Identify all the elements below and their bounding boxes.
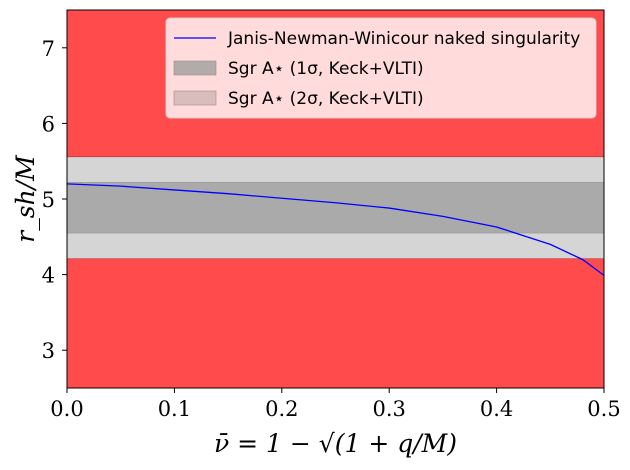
y-tick-label: 4	[42, 264, 55, 288]
x-tick-label: 0.4	[480, 397, 513, 421]
y-tick-label: 5	[42, 188, 55, 212]
series-line-jnw	[66, 183, 605, 276]
y-tick-label: 3	[42, 339, 55, 363]
legend-patch-1sigma	[173, 60, 217, 76]
y-tick-label: 7	[42, 37, 55, 61]
x-tick-label: 0.0	[50, 397, 83, 421]
x-tick-label: 0.3	[372, 397, 405, 421]
legend: Janis-Newman-Winicour naked singularity …	[165, 17, 597, 119]
x-tick-label: 0.5	[587, 397, 620, 421]
band-1sigma	[67, 182, 604, 234]
legend-label-2sigma: Sgr A⋆ (2σ, Keck+VLTI)	[228, 89, 424, 109]
y-axis-label: r_sh/M	[11, 154, 40, 243]
legend-box	[165, 17, 597, 119]
legend-label-jnw: Janis-Newman-Winicour naked singularity	[227, 29, 580, 49]
x-tick-label: 0.2	[265, 397, 298, 421]
x-axis-label: ν̄ = 1 − √(1 + q/M)	[214, 429, 457, 458]
legend-label-1sigma: Sgr A⋆ (1σ, Keck+VLTI)	[228, 59, 424, 79]
y-tick-label: 6	[42, 112, 55, 136]
x-tick-label: 0.1	[158, 397, 191, 421]
legend-patch-2sigma	[173, 90, 217, 106]
